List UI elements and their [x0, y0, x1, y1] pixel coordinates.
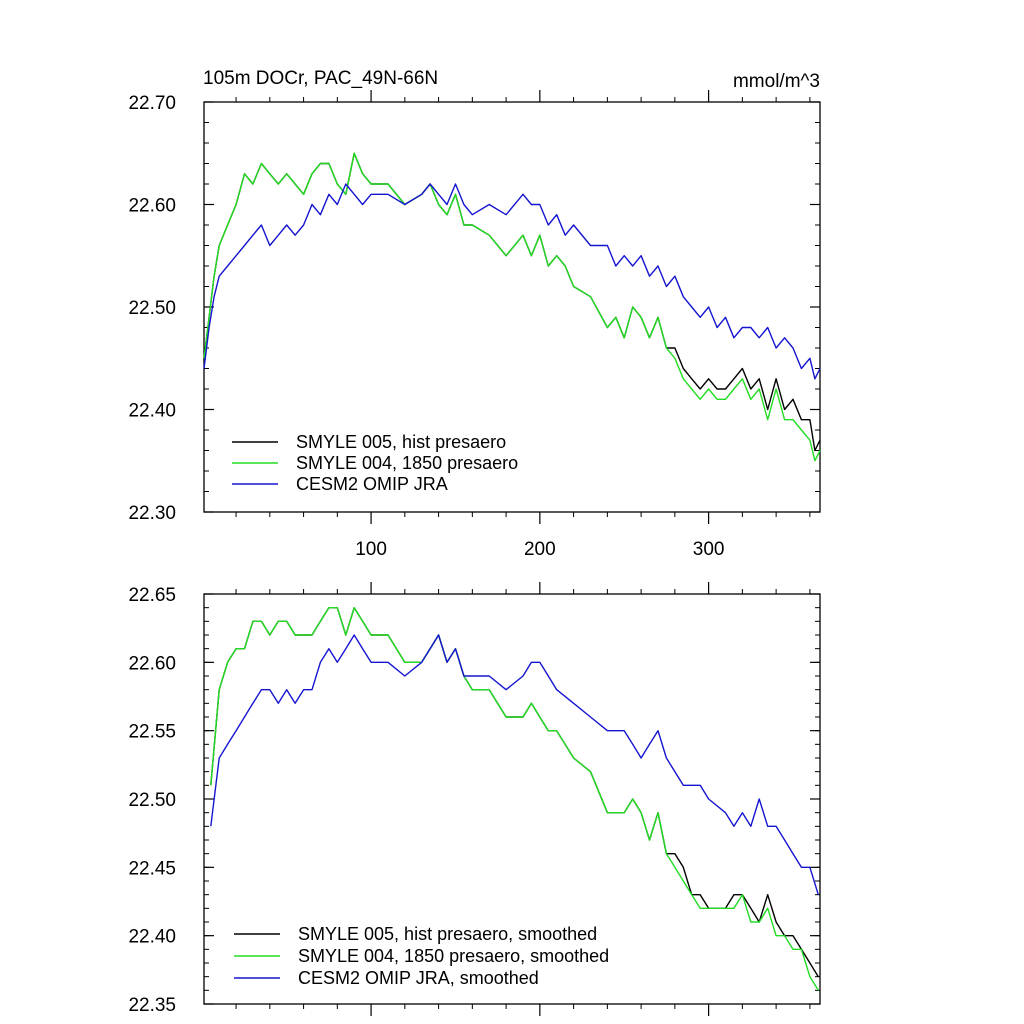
legend-bottom: SMYLE 005, hist presaero, smoothedSMYLE … — [234, 924, 609, 988]
y-tick-label: 22.60 — [128, 653, 176, 674]
bottom-chart-panel: 22.35 22.40 22.45 22.50 22.55 22.60 22.65 SMYL… — [128, 582, 821, 1016]
y-tick-label: 22.50 — [128, 298, 176, 319]
series-line-3 — [203, 183, 821, 380]
series-line-2 — [210, 607, 819, 991]
y-tick-label: 22.70 — [128, 93, 176, 114]
y-tick-label: 22.40 — [128, 401, 176, 422]
y-tick-label: 22.60 — [128, 196, 176, 217]
units-label: mmol/m^3 — [733, 71, 820, 92]
y-tick-label: 22.55 — [128, 722, 176, 743]
series-line-3 — [210, 634, 819, 895]
series-lines-top — [203, 152, 821, 462]
top-chart-panel: 105m DOCr, PAC_49N-66N mmol/m^3 22.3022.… — [128, 68, 821, 560]
legend-label: SMYLE 004, 1850 presaero, smoothed — [298, 946, 609, 966]
y-tick-label: 22.45 — [128, 858, 176, 879]
y-tick-label: 22.65 — [128, 585, 176, 606]
axis-ticks-top — [204, 90, 820, 524]
series-lines-bottom — [210, 607, 819, 991]
chart-title: 105m DOCr, PAC_49N-66N — [203, 68, 438, 89]
legend-label: SMYLE 005, hist presaero, smoothed — [298, 924, 597, 944]
x-tick-label: 200 — [524, 539, 556, 560]
series-line-1 — [203, 152, 821, 452]
y-tick-labels-bottom: 22.35 22.40 22.45 22.50 22.55 22.60 22.65 — [128, 585, 176, 1016]
x-tick-label: 300 — [693, 539, 725, 560]
legend-label: CESM2 OMIP JRA, smoothed — [298, 968, 539, 988]
series-line-1 — [210, 607, 819, 978]
y-tick-labels-top: 22.30 22.40 22.50 22.60 22.70 — [128, 93, 176, 524]
legend-label: SMYLE 004, 1850 presaero — [296, 453, 518, 473]
y-tick-label: 22.35 — [128, 995, 176, 1016]
series-line-2 — [203, 152, 821, 462]
y-tick-label: 22.50 — [128, 790, 176, 811]
legend-label: CESM2 OMIP JRA — [296, 474, 448, 494]
x-tick-label: 100 — [355, 539, 387, 560]
axis-ticks-bottom — [204, 582, 820, 1016]
y-tick-label: 22.30 — [128, 503, 176, 524]
x-tick-labels-top: 100 200 300 — [355, 539, 724, 560]
legend-label: SMYLE 005, hist presaero — [296, 432, 506, 452]
y-tick-label: 22.40 — [128, 927, 176, 948]
